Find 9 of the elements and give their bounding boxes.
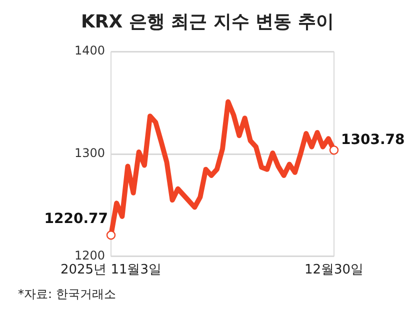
y-tick-label: 1400 xyxy=(74,44,105,58)
data-label: 1220.77 xyxy=(44,210,108,227)
data-label: 1303.78 xyxy=(341,132,405,148)
x-tick-label: 12월30일 xyxy=(304,262,364,278)
y-tick-label: 1200 xyxy=(74,248,105,263)
x-tick-label: 2025년 11월3일 xyxy=(60,262,162,278)
y-tick-label: 1300 xyxy=(74,146,105,160)
chart-title: KRX 은행 최근 지수 변동 추이 xyxy=(80,11,334,32)
text: *자료: 한국거래소 xyxy=(17,286,117,303)
